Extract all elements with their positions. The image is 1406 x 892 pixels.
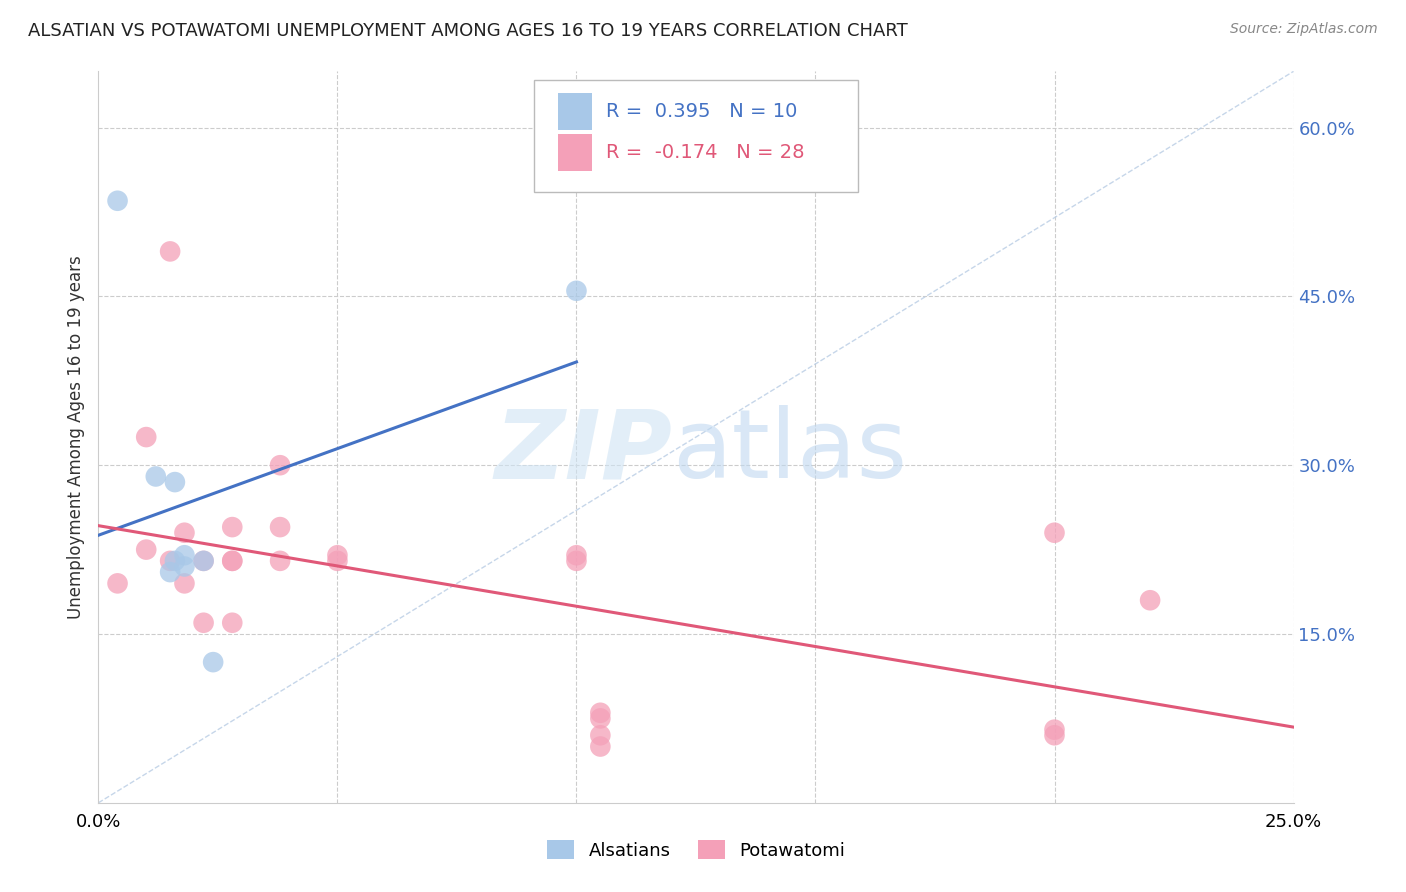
Point [145, 469, 167, 483]
Point [159, 554, 181, 568]
Y-axis label: Unemployment Among Ages 16 to 19 years: Unemployment Among Ages 16 to 19 years [66, 255, 84, 619]
Text: R =  -0.174   N = 28: R = -0.174 N = 28 [606, 143, 804, 162]
Point [589, 739, 612, 754]
Point [589, 728, 612, 742]
Text: ZIP: ZIP [494, 405, 672, 499]
Point [565, 554, 588, 568]
Point [589, 711, 612, 725]
Point [173, 548, 195, 562]
Point [202, 655, 225, 669]
Point [326, 548, 349, 562]
Point [221, 520, 243, 534]
Point [159, 565, 181, 579]
Point [163, 475, 186, 489]
Point [565, 284, 588, 298]
Point [1139, 593, 1161, 607]
Point [1043, 525, 1066, 540]
Point [193, 554, 215, 568]
Point [326, 554, 349, 568]
Point [135, 542, 157, 557]
Point [159, 244, 181, 259]
Text: R =  0.395   N = 10: R = 0.395 N = 10 [606, 102, 797, 121]
Point [135, 430, 157, 444]
Point [269, 458, 291, 473]
Text: ALSATIAN VS POTAWATOMI UNEMPLOYMENT AMONG AGES 16 TO 19 YEARS CORRELATION CHART: ALSATIAN VS POTAWATOMI UNEMPLOYMENT AMON… [28, 22, 908, 40]
Point [107, 576, 129, 591]
Point [193, 615, 215, 630]
Point [269, 520, 291, 534]
Point [173, 559, 195, 574]
Point [221, 554, 243, 568]
Point [163, 554, 186, 568]
Point [173, 576, 195, 591]
Point [221, 554, 243, 568]
Legend: Alsatians, Potawatomi: Alsatians, Potawatomi [540, 833, 852, 867]
Text: Source: ZipAtlas.com: Source: ZipAtlas.com [1230, 22, 1378, 37]
Point [589, 706, 612, 720]
Point [193, 554, 215, 568]
Point [1043, 728, 1066, 742]
Point [221, 615, 243, 630]
Point [269, 554, 291, 568]
Point [565, 548, 588, 562]
Point [1043, 723, 1066, 737]
Point [173, 525, 195, 540]
Text: atlas: atlas [672, 405, 907, 499]
Point [107, 194, 129, 208]
